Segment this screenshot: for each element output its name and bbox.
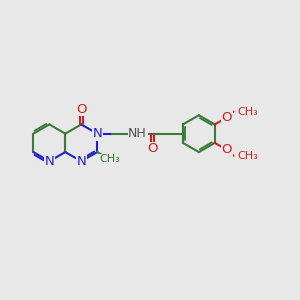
Text: CH₃: CH₃ xyxy=(237,106,258,116)
Text: O: O xyxy=(221,143,232,156)
Text: N: N xyxy=(76,155,86,168)
Text: O: O xyxy=(147,142,158,155)
Text: O: O xyxy=(76,103,86,116)
Text: N: N xyxy=(92,127,102,140)
Text: O: O xyxy=(221,111,232,124)
Text: CH₃: CH₃ xyxy=(237,151,258,161)
Text: NH: NH xyxy=(128,127,147,140)
Text: N: N xyxy=(44,155,54,168)
Text: CH₃: CH₃ xyxy=(100,154,120,164)
